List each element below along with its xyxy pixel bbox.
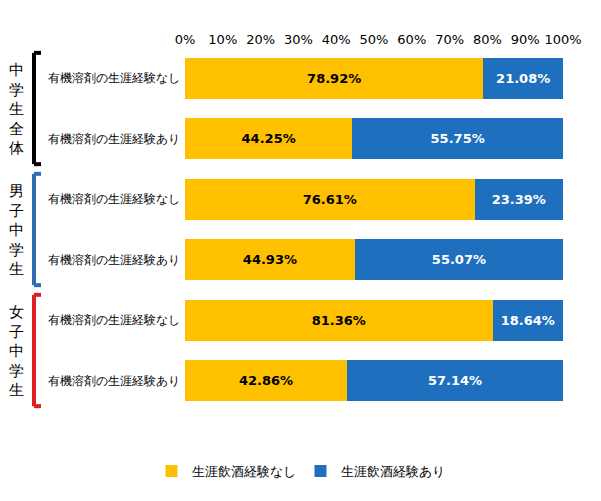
svg-text:81.36%: 81.36% [312, 313, 366, 328]
svg-text:生涯飲酒経験あり: 生涯飲酒経験あり [341, 464, 445, 479]
svg-text:50%: 50% [360, 32, 389, 47]
svg-text:有機溶剤の生涯経験なし: 有機溶剤の生涯経験なし [48, 71, 180, 85]
svg-text:23.39%: 23.39% [492, 192, 546, 207]
svg-text:30%: 30% [284, 32, 313, 47]
svg-text:44.25%: 44.25% [242, 131, 296, 146]
svg-text:57.14%: 57.14% [428, 373, 482, 388]
svg-text:55.07%: 55.07% [432, 252, 486, 267]
svg-text:10%: 10% [208, 32, 237, 47]
svg-text:18.64%: 18.64% [501, 313, 555, 328]
svg-text:有機溶剤の生涯経験あり: 有機溶剤の生涯経験あり [48, 132, 180, 146]
svg-text:男子中学生: 男子中学生 [9, 182, 24, 278]
svg-text:70%: 70% [435, 32, 464, 47]
svg-text:有機溶剤の生涯経験あり: 有機溶剤の生涯経験あり [48, 374, 180, 388]
svg-text:90%: 90% [511, 32, 540, 47]
svg-text:60%: 60% [397, 32, 426, 47]
svg-text:0%: 0% [175, 32, 196, 47]
svg-text:有機溶剤の生涯経験あり: 有機溶剤の生涯経験あり [48, 253, 180, 267]
svg-text:有機溶剤の生涯経験なし: 有機溶剤の生涯経験なし [48, 192, 180, 206]
svg-text:有機溶剤の生涯経験なし: 有機溶剤の生涯経験なし [48, 313, 180, 327]
svg-text:40%: 40% [322, 32, 351, 47]
svg-text:80%: 80% [473, 32, 502, 47]
svg-text:44.93%: 44.93% [243, 252, 297, 267]
svg-text:55.75%: 55.75% [431, 131, 485, 146]
svg-text:76.61%: 76.61% [303, 192, 357, 207]
svg-text:生涯飲酒経験なし: 生涯飲酒経験なし [192, 464, 296, 479]
svg-text:78.92%: 78.92% [307, 71, 361, 86]
svg-text:42.86%: 42.86% [239, 373, 293, 388]
svg-text:女子中学生: 女子中学生 [9, 303, 24, 399]
svg-text:21.08%: 21.08% [496, 71, 550, 86]
svg-text:中学生全体: 中学生全体 [9, 61, 24, 157]
svg-text:20%: 20% [246, 32, 275, 47]
svg-text:100%: 100% [544, 32, 581, 47]
